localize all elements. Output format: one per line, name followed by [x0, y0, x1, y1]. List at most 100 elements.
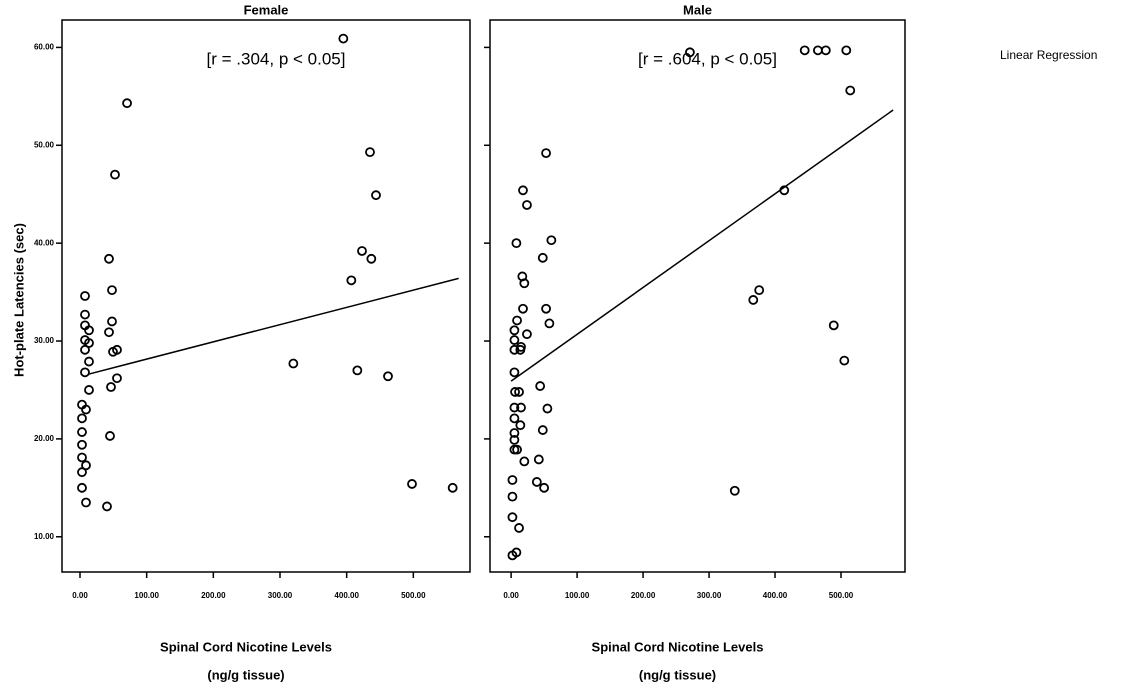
scatter-point: [522, 200, 532, 210]
scatter-point: [509, 344, 520, 355]
scatter-point: [346, 275, 357, 286]
scatter-point: [84, 356, 94, 367]
y-tick-label: 30.00: [34, 336, 55, 345]
x-axis-label: Spinal Cord Nicotine Levels: [160, 639, 332, 654]
scatter-point: [537, 252, 548, 263]
scatter-point: [104, 253, 114, 264]
x-tick-label: 200.00: [631, 591, 656, 600]
scatter-point: [512, 315, 522, 326]
scatter-point: [77, 482, 87, 493]
x-tick-label: 200.00: [201, 591, 226, 600]
scatter-point: [748, 295, 759, 305]
scatter-point: [507, 475, 518, 485]
scatter-point: [77, 427, 87, 437]
scatter-point: [80, 367, 90, 378]
scatter-point: [80, 291, 90, 301]
scatter-point: [516, 402, 526, 413]
chart-title: Male: [683, 2, 712, 17]
annotation: [r = .304, p < 0.05]: [207, 49, 346, 68]
x-tick-label: 400.00: [763, 591, 788, 600]
y-tick-label: 60.00: [34, 43, 55, 52]
x-tick-label: 300.00: [697, 591, 722, 600]
annotation: [r = .604, p < 0.05]: [638, 49, 777, 68]
scatter-point: [77, 452, 87, 463]
scatter-point: [828, 320, 839, 331]
scatter-point: [110, 169, 120, 180]
scatter-point: [507, 512, 518, 523]
scatter-point: [509, 402, 520, 413]
scatter-point: [104, 327, 114, 338]
x-tick-label: 500.00: [401, 591, 426, 600]
scatter-point: [510, 387, 520, 397]
scatter-point: [107, 316, 117, 327]
scatter-point: [84, 385, 94, 395]
x-tick-label: 300.00: [268, 591, 293, 600]
scatter-point: [81, 404, 91, 415]
scatter-point: [509, 434, 520, 445]
x-tick-label: 100.00: [565, 591, 590, 600]
scatter-point: [447, 482, 458, 493]
scatter-point: [839, 355, 850, 366]
scatter-point: [77, 413, 87, 424]
scatter-point: [518, 303, 528, 314]
scatter-point: [107, 285, 117, 296]
x-tick-label: 0.00: [503, 591, 519, 600]
scatter-point: [108, 346, 118, 357]
scatter-point: [535, 381, 546, 391]
y-tick-label: 40.00: [34, 238, 55, 247]
scatter-point: [539, 482, 550, 493]
scatter-point: [546, 235, 557, 246]
x-axis-label: (ng/g tissue): [639, 667, 716, 682]
scatter-point: [813, 45, 823, 56]
scatter-point: [685, 47, 695, 58]
scatter-point: [383, 371, 393, 382]
scatter-point: [531, 477, 542, 487]
scatter-point: [84, 325, 94, 336]
scatter-point: [511, 238, 522, 249]
regression-line: [510, 109, 894, 382]
scatter-point: [729, 485, 740, 496]
x-axis-label: (ng/g tissue): [207, 667, 284, 682]
scatter-point: [542, 403, 553, 414]
scatter-point: [541, 148, 551, 159]
scatter-point: [371, 190, 381, 201]
scatter-point: [514, 523, 524, 533]
y-axis-label: Hot-plate Latencies (sec): [11, 223, 26, 377]
scatter-point: [519, 278, 530, 289]
regression-line: [87, 277, 459, 376]
scatter-point: [102, 501, 112, 512]
scatter-point: [509, 335, 520, 345]
scatter-point: [519, 456, 530, 467]
scatter-point: [512, 444, 522, 455]
scatter-point: [366, 253, 377, 264]
scatter-point: [365, 147, 375, 158]
x-tick-label: 100.00: [134, 591, 159, 600]
scatter-point: [799, 45, 810, 56]
scatter-point: [537, 425, 548, 435]
x-tick-label: 500.00: [829, 591, 854, 600]
scatter-point: [522, 329, 532, 340]
scatter-point: [357, 246, 367, 256]
scatter-point: [541, 303, 551, 314]
scatter-point: [507, 550, 518, 561]
scatter-point: [122, 98, 132, 109]
legend-label: Linear Regression: [1000, 48, 1097, 62]
scatter-point: [81, 460, 91, 471]
scatter-point: [509, 367, 520, 378]
scatter-point: [407, 479, 417, 489]
scatter-point: [820, 45, 831, 56]
scatter-point: [81, 497, 91, 508]
y-tick-label: 50.00: [34, 140, 55, 149]
scatter-point: [338, 33, 349, 44]
x-tick-label: 400.00: [334, 591, 359, 600]
scatter-point: [112, 373, 122, 384]
chart-title: Female: [244, 2, 289, 17]
plot-frame: [489, 19, 906, 573]
y-tick-label: 10.00: [34, 532, 55, 541]
x-tick-label: 0.00: [72, 591, 88, 600]
scatter-point: [841, 45, 852, 56]
scatter-point: [533, 454, 544, 465]
scatter-point: [509, 413, 520, 424]
plot-frame: [61, 19, 471, 573]
